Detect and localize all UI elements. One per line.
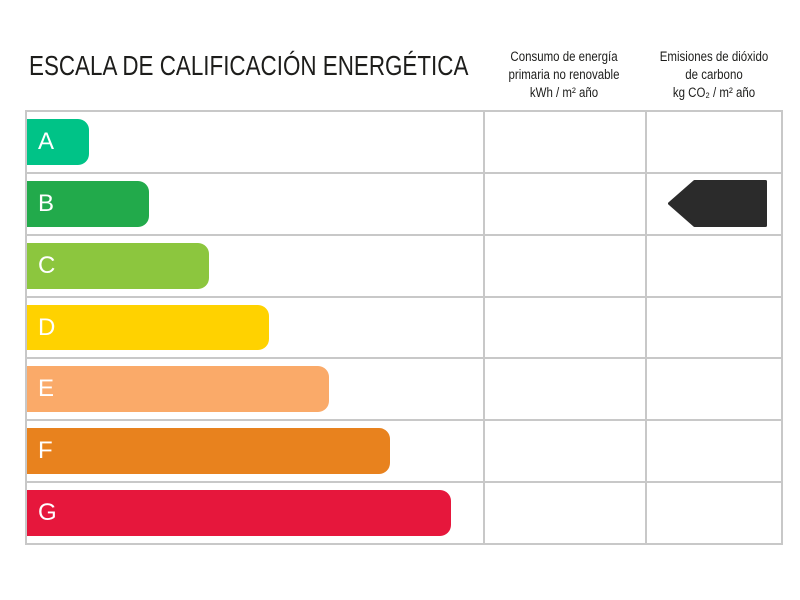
rating-letter: F	[38, 437, 53, 465]
scale-row-a: A	[27, 112, 781, 174]
rating-letter: E	[38, 375, 55, 403]
rating-letter: G	[38, 499, 57, 527]
scale-row-b: B	[27, 174, 781, 236]
rating-bar-d: D	[27, 304, 269, 351]
rating-bar-c: C	[27, 242, 209, 289]
column-header-consumo: Consumo de energía primaria no renovable…	[508, 49, 620, 100]
rating-bar-a: A	[27, 119, 89, 165]
rating-bar-f: F	[27, 428, 390, 475]
emissions-rating-marker	[668, 179, 767, 227]
scale-row-d: D	[27, 298, 781, 360]
column-header-emisiones: Emisiones de dióxido de carbono kg CO₂ /…	[659, 49, 769, 100]
scale-row-g: G	[27, 483, 781, 543]
scale-row-f: F	[27, 421, 781, 484]
rating-letter: C	[38, 251, 56, 279]
rating-bar-b: B	[27, 180, 149, 227]
page-title: ESCALA DE CALIFICACIÓN ENERGÉTICA	[29, 50, 469, 81]
column-divider	[483, 112, 485, 543]
rating-letter: A	[38, 127, 55, 155]
column-divider	[645, 112, 647, 543]
scale-row-c: C	[27, 236, 781, 298]
scale-row-e: E	[27, 359, 781, 422]
rating-bar-e: E	[27, 366, 329, 413]
left-arrow-icon	[668, 179, 767, 227]
rating-table: A B C D E	[25, 110, 783, 545]
rating-letter: D	[38, 313, 56, 341]
rating-letter: B	[38, 189, 55, 217]
rating-bar-g: G	[27, 490, 451, 537]
